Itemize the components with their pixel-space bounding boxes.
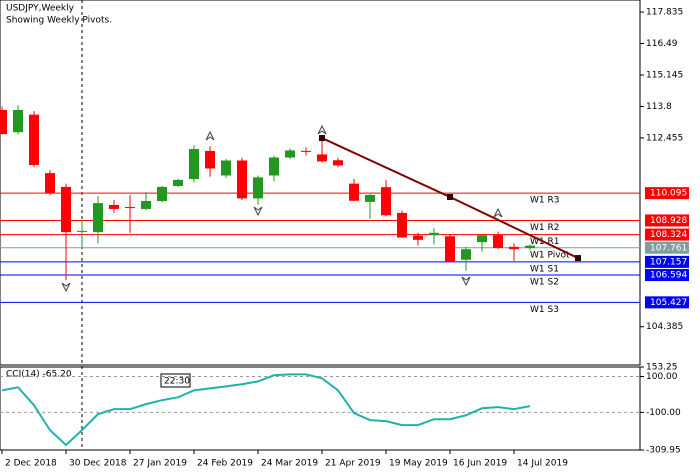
y-tick-label: 113.8 — [646, 102, 672, 112]
x-tick-label: 16 Jun 2019 — [453, 459, 507, 469]
fractal-up — [205, 130, 215, 141]
y-tick-label: 100.00 — [646, 372, 678, 382]
y-tick-label: 104.385 — [646, 322, 683, 332]
candle-body — [61, 186, 71, 233]
pivot-name: W1 R3 — [530, 196, 559, 206]
time-box — [160, 373, 191, 388]
x-tick-label: 27 Jan 2019 — [133, 459, 187, 469]
candle-body — [445, 236, 455, 263]
candle-body — [29, 114, 39, 165]
x-tick-label: 2 Dec 2018 — [5, 459, 57, 469]
candle-body — [109, 204, 119, 209]
price-tag — [645, 296, 689, 309]
fractal-down — [61, 282, 71, 293]
candle-body — [365, 194, 375, 202]
candle-body — [157, 186, 167, 201]
fractal-up — [493, 207, 503, 218]
fractal-up — [317, 124, 327, 135]
candle-body — [333, 160, 343, 166]
candle-body — [269, 157, 279, 176]
chart-subtitle: Showing Weekly Pivots. — [6, 16, 112, 26]
candle-body — [173, 179, 183, 187]
candle-body — [141, 200, 151, 209]
candle-body — [253, 177, 263, 199]
candle-body — [461, 249, 471, 260]
candle-body — [493, 235, 503, 249]
price-panel — [0, 0, 641, 366]
pivot-name: W1 S2 — [530, 278, 559, 288]
trendline-anchor — [575, 255, 581, 262]
price-tag-label: 106.594 — [650, 271, 687, 281]
price-tag-label: 107.761 — [650, 243, 687, 253]
price-tag-label: 107.157 — [650, 257, 687, 267]
candle-body — [477, 235, 487, 243]
indicator-title: CCI(14) -65.20 — [6, 370, 72, 380]
candle-body — [45, 173, 55, 194]
price-tag — [645, 187, 689, 200]
candle-body — [285, 150, 295, 158]
candle-body — [509, 246, 519, 250]
fractal-down — [461, 276, 471, 287]
pivot-name: W1 S1 — [530, 264, 559, 274]
candle-body — [221, 160, 231, 176]
candle-body — [301, 150, 311, 152]
fractal-down — [253, 206, 263, 217]
candle-body — [237, 160, 247, 199]
candle-body — [317, 154, 327, 162]
pivot-name: W1 S3 — [530, 305, 559, 315]
y-tick-label: 116.49 — [646, 39, 678, 49]
candle-body — [205, 150, 215, 169]
pivot-name: W1 R2 — [530, 223, 559, 233]
candle-body — [0, 109, 7, 135]
candle-body — [189, 149, 199, 179]
candle-body — [413, 235, 423, 240]
y-tick-label: -309.95 — [646, 446, 681, 456]
x-tick-label: 19 May 2019 — [389, 459, 448, 469]
price-tag — [645, 269, 689, 282]
y-tick-label: 117.835 — [646, 8, 683, 18]
y-tick-label: 112.455 — [646, 133, 683, 143]
x-tick-label: 21 Apr 2019 — [325, 459, 381, 469]
x-tick-label: 14 Jul 2019 — [517, 459, 568, 469]
price-tag — [645, 255, 689, 268]
price-tag — [645, 241, 689, 254]
price-tag-label: 108.928 — [650, 216, 687, 226]
y-tick-label: -100.00 — [646, 408, 681, 418]
candle-body — [381, 187, 391, 216]
x-tick-label: 24 Feb 2019 — [197, 459, 253, 469]
chart-title: USDJPY,Weekly — [6, 4, 75, 14]
candle-body — [525, 245, 535, 249]
candle-body — [349, 183, 359, 201]
candle-body — [429, 232, 439, 236]
cci-line — [1, 373, 531, 447]
trendline-anchor — [447, 194, 453, 201]
candle-body — [77, 230, 87, 232]
price-tag-label: 108.324 — [650, 230, 687, 240]
time-label: 22:30 — [164, 377, 190, 387]
price-tag-label: 105.427 — [650, 298, 687, 308]
candle-body — [93, 203, 103, 233]
y-tick-label: 115.145 — [646, 70, 683, 80]
candle-body — [125, 207, 135, 209]
trendline-anchor — [319, 135, 325, 142]
price-tag — [645, 228, 689, 241]
price-tag — [645, 214, 689, 227]
price-tag-label: 110.095 — [650, 189, 687, 199]
candle-body — [397, 212, 407, 238]
x-tick-label: 24 Mar 2019 — [261, 459, 318, 469]
pivot-name: W1 Pivot — [530, 250, 570, 260]
fractals — [61, 124, 503, 293]
y-tick-label: 153.25 — [646, 363, 678, 373]
candle-body — [13, 109, 23, 133]
x-tick-label: 30 Dec 2018 — [69, 459, 127, 469]
cci-panel — [0, 366, 641, 451]
